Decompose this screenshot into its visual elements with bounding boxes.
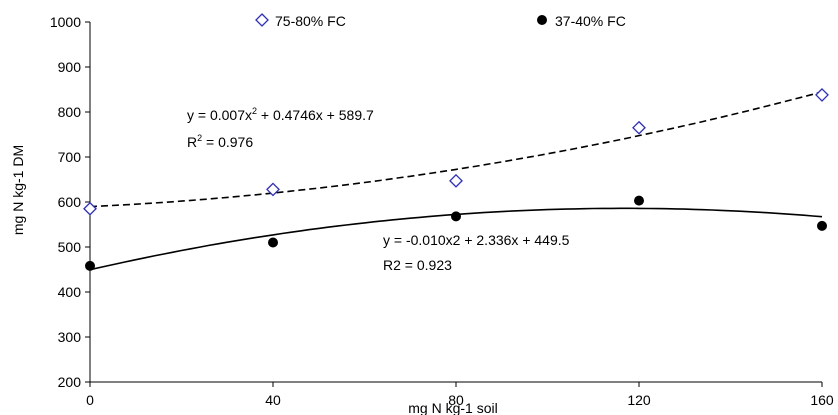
equation-series-2: y = -0.010x2 + 2.336x + 449.5 xyxy=(383,232,570,248)
y-tick-label: 1000 xyxy=(50,14,81,30)
y-tick-label: 200 xyxy=(58,374,82,390)
trendline-series-1 xyxy=(89,91,823,208)
data-point-series-2 xyxy=(451,211,461,222)
legend: 75-80% FC 37-40% FC xyxy=(255,13,626,29)
y-tick-label: 300 xyxy=(58,329,82,345)
legend-item-series-1: 75-80% FC xyxy=(255,13,346,29)
annotation-series-1: y = 0.007x2 + 0.4746x + 589.7 R2 = 0.976 xyxy=(187,106,374,150)
legend-label-series-2: 37-40% FC xyxy=(555,13,626,29)
x-tick-label: 120 xyxy=(627,392,651,408)
data-point-series-1 xyxy=(815,87,829,102)
y-tick-label: 700 xyxy=(58,149,82,165)
data-point-series-2 xyxy=(85,260,95,271)
y-axis-title: mg N kg-1 DM xyxy=(10,145,26,235)
plot-area: 200 300 400 500 600 700 800 900 1000 0 40 80 120 160 xyxy=(50,14,834,408)
y-tick-label: 900 xyxy=(58,59,82,75)
y-tick-label: 800 xyxy=(58,104,82,120)
data-point-series-1 xyxy=(83,201,97,216)
data-point-series-2 xyxy=(634,195,644,206)
data-point-series-1 xyxy=(266,182,280,197)
y-tick-label: 400 xyxy=(58,284,82,300)
legend-marker-circle xyxy=(537,15,547,25)
r2-series-1: R2 = 0.976 xyxy=(187,133,253,150)
y-tick-label: 500 xyxy=(58,239,82,255)
r2-series-2: R2 = 0.923 xyxy=(383,257,452,273)
data-point-series-2 xyxy=(268,237,278,248)
annotation-series-2: y = -0.010x2 + 2.336x + 449.5 R2 = 0.923 xyxy=(383,232,570,273)
x-tick-label: 0 xyxy=(86,392,94,408)
legend-item-series-2: 37-40% FC xyxy=(537,13,626,29)
legend-marker-diamond xyxy=(255,13,269,27)
legend-label-series-1: 75-80% FC xyxy=(275,13,346,29)
x-tick-label: 80 xyxy=(448,392,464,408)
y-tick-label: 600 xyxy=(58,194,82,210)
x-tick-label: 40 xyxy=(265,392,281,408)
data-point-series-1 xyxy=(449,173,463,188)
data-point-series-1 xyxy=(632,120,646,135)
equation-series-1: y = 0.007x2 + 0.4746x + 589.7 xyxy=(187,106,374,123)
data-point-series-2 xyxy=(817,220,827,231)
x-axis-title: mg N kg-1 soil xyxy=(408,400,497,415)
x-tick-label: 160 xyxy=(810,392,834,408)
